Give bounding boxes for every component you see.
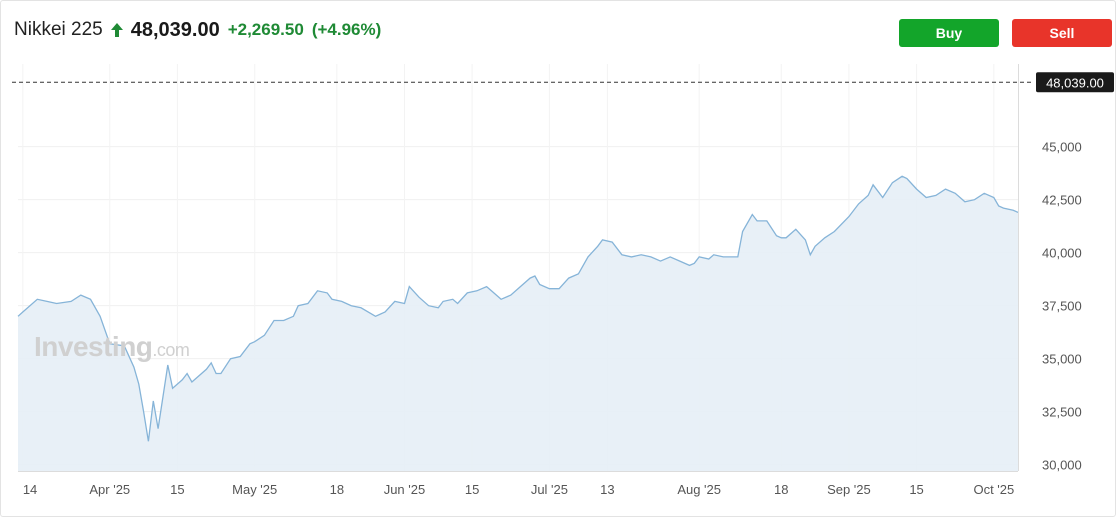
price-change-percent: (+4.96%) [311,20,382,39]
last-price-label-bg [1036,72,1114,93]
sell-button[interactable]: Sell [1012,19,1112,47]
watermark-brand: Investing [34,331,153,362]
price-area-fill [18,176,1018,472]
x-tick-label: Apr '25 [89,482,130,497]
x-tick-label: Jun '25 [384,482,426,497]
price-line-series [17,175,1019,442]
x-tick-label: Jul '25 [531,482,568,497]
x-tick-label: 15 [170,482,184,497]
x-tick-label: 18 [330,482,344,497]
x-tick-label: 14 [23,482,37,497]
watermark-suffix: .com [152,340,190,360]
last-price-label: 48,039.00 [1036,72,1114,93]
instrument-name: Nikkei 225 [14,19,103,40]
arrow-up-icon [110,23,123,37]
x-tick-label: Oct '25 [973,482,1014,497]
x-axis: 14 Apr '25 15 May '25 18 Jun '25 15 Jul '25 13 Au… [23,482,1014,497]
x-tick-label: 15 [909,482,923,497]
y-tick-label: 30,000 [1042,458,1082,473]
last-price: 48,039.00 [130,18,220,41]
price-change: +2,269.50 [227,20,304,39]
quote-header: Nikkei 225 48,039.00 +2,269.50 (+4.96%) [14,16,381,44]
y-tick-label: 35,000 [1042,352,1082,367]
x-tick-label: Sep '25 [827,482,871,497]
x-tick-label: Aug '25 [677,482,721,497]
x-tick-label: 15 [465,482,479,497]
buy-button[interactable]: Buy [899,19,999,47]
last-price-label-text: 48,039.00 [1046,75,1104,90]
y-tick-label: 45,000 [1042,140,1082,155]
y-tick-label: 37,500 [1042,299,1082,314]
y-tick-label: 40,000 [1042,246,1082,261]
x-tick-label: 13 [600,482,614,497]
y-tick-label: 42,500 [1042,193,1082,208]
y-tick-label: 32,500 [1042,405,1082,420]
investing-watermark: Investing.com [34,331,190,363]
x-tick-label: May '25 [232,482,277,497]
y-axis: 30,000 32,500 35,000 37,500 40,000 42,500 45,0… [1042,140,1082,473]
x-tick-label: 18 [774,482,788,497]
